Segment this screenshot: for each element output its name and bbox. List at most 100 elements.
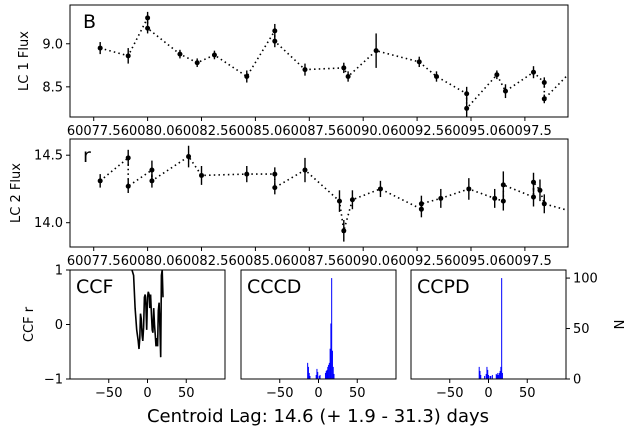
data-point <box>433 74 439 80</box>
data-point <box>537 187 543 193</box>
x-tick-label: −50 <box>95 386 122 401</box>
panel-1: 60077.5 60080.0 60082.5 60085.0 60087.5 60090… <box>17 4 586 139</box>
y-tick-label: 14.0 <box>34 216 63 231</box>
data-point <box>541 80 547 86</box>
x-tick-label: 0 <box>484 386 492 401</box>
histogram-bar <box>325 370 327 379</box>
y-axis-label: CCF r <box>22 306 37 342</box>
data-point <box>194 60 200 66</box>
y-tick-label: 14.5 <box>34 149 63 164</box>
data-point <box>531 194 537 200</box>
series-line <box>99 155 568 232</box>
data-point <box>272 185 278 191</box>
data-point <box>149 167 155 173</box>
data-point <box>272 171 278 177</box>
data-point <box>464 105 470 111</box>
y-axis: 14.0 14.5 <box>34 149 70 231</box>
histogram-bar <box>496 374 498 379</box>
x-tick-label: 60095.0 <box>444 254 498 269</box>
data-point <box>531 179 537 185</box>
panel-corner-label: CCPD <box>417 276 470 298</box>
data-point <box>199 172 205 178</box>
data-point <box>302 167 308 173</box>
histogram-bar <box>501 278 503 379</box>
data-point <box>541 96 547 102</box>
plot-area <box>478 278 503 379</box>
axes-frame <box>69 138 569 248</box>
data-point <box>502 88 508 94</box>
data-point <box>149 178 155 184</box>
data-point <box>581 212 586 217</box>
panel-corner-label: CCCD <box>247 276 301 298</box>
panel-5: −50 0 50 0 50 100 N CCPD <box>410 269 625 401</box>
histogram-bar <box>315 374 317 379</box>
histogram-bar <box>331 350 333 379</box>
histogram-bar <box>333 373 335 379</box>
data-point <box>377 186 383 192</box>
x-tick-label: 50 <box>519 386 536 401</box>
data-point <box>272 28 278 34</box>
histogram-bar <box>332 366 334 379</box>
data-point <box>345 74 351 80</box>
data-point <box>125 183 131 189</box>
data-point <box>97 45 103 51</box>
panel-corner-label: CCF <box>76 276 113 298</box>
data-point <box>97 178 103 184</box>
x-tick-label: 60077.5 <box>67 254 121 269</box>
ccf-line <box>131 270 164 358</box>
data-point <box>211 52 217 58</box>
histogram-bar <box>307 366 309 379</box>
x-tick-label: 60077.5 <box>67 124 121 139</box>
data-point <box>494 72 500 78</box>
x-axis: 60077.5 60080.0 60082.5 60085.0 60087.5 60090… <box>67 117 552 139</box>
histogram-bar <box>319 374 321 379</box>
histogram-bar <box>497 372 499 379</box>
histogram-bar <box>326 369 328 379</box>
y-tick-label: 0 <box>55 318 63 333</box>
y-tick-label: 0 <box>573 373 581 388</box>
histogram-bar <box>484 375 486 379</box>
histogram-bar <box>330 323 332 379</box>
histogram-bar <box>487 369 489 379</box>
data-point <box>341 65 347 71</box>
x-tick-label: −50 <box>436 386 463 401</box>
histogram-bar <box>324 372 326 379</box>
histogram-bar <box>495 373 497 379</box>
y-axis-label: LC 2 Flux <box>9 163 24 223</box>
x-axis: −50 0 50 <box>95 379 195 401</box>
data-point <box>349 197 355 203</box>
data-point <box>244 74 250 80</box>
histogram-bar <box>479 370 481 379</box>
x-tick-label: 60080.0 <box>121 124 175 139</box>
data-point <box>177 51 183 57</box>
histogram-bar <box>317 371 319 379</box>
x-tick-label: 60092.5 <box>390 254 444 269</box>
histogram-bar <box>499 370 501 379</box>
x-tick-label: 60082.5 <box>175 254 229 269</box>
histogram-bar <box>489 375 491 379</box>
histogram-bar <box>318 375 320 379</box>
histogram-bar <box>488 374 489 379</box>
x-tick-label: 60082.5 <box>175 124 229 139</box>
x-tick-label: 60087.5 <box>282 254 336 269</box>
x-tick-label: 60080.0 <box>121 254 175 269</box>
data-point <box>581 57 586 62</box>
data-point <box>336 198 342 204</box>
x-tick-label: 60085.0 <box>229 124 283 139</box>
panel-3: −50 0 50 −1 0 1 CCF r CCF <box>22 264 226 401</box>
data-point <box>373 48 379 54</box>
histogram-bar <box>501 372 503 379</box>
x-tick-label: 60092.5 <box>390 124 444 139</box>
data-point <box>466 186 472 192</box>
y-axis: −1 0 1 <box>44 264 70 388</box>
x-axis: 60077.5 60080.0 60082.5 60085.0 60087.5 60090… <box>67 247 552 269</box>
data-point <box>341 228 347 234</box>
plot-area <box>131 270 164 358</box>
centroid-lag-caption: Centroid Lag: 14.6 (+ 1.9 - 31.3) days <box>147 406 489 427</box>
data-point <box>244 171 250 177</box>
histogram-bar <box>491 374 493 379</box>
data-point <box>145 15 151 21</box>
data-point <box>145 25 151 31</box>
y-axis-label: LC 1 Flux <box>17 31 32 91</box>
